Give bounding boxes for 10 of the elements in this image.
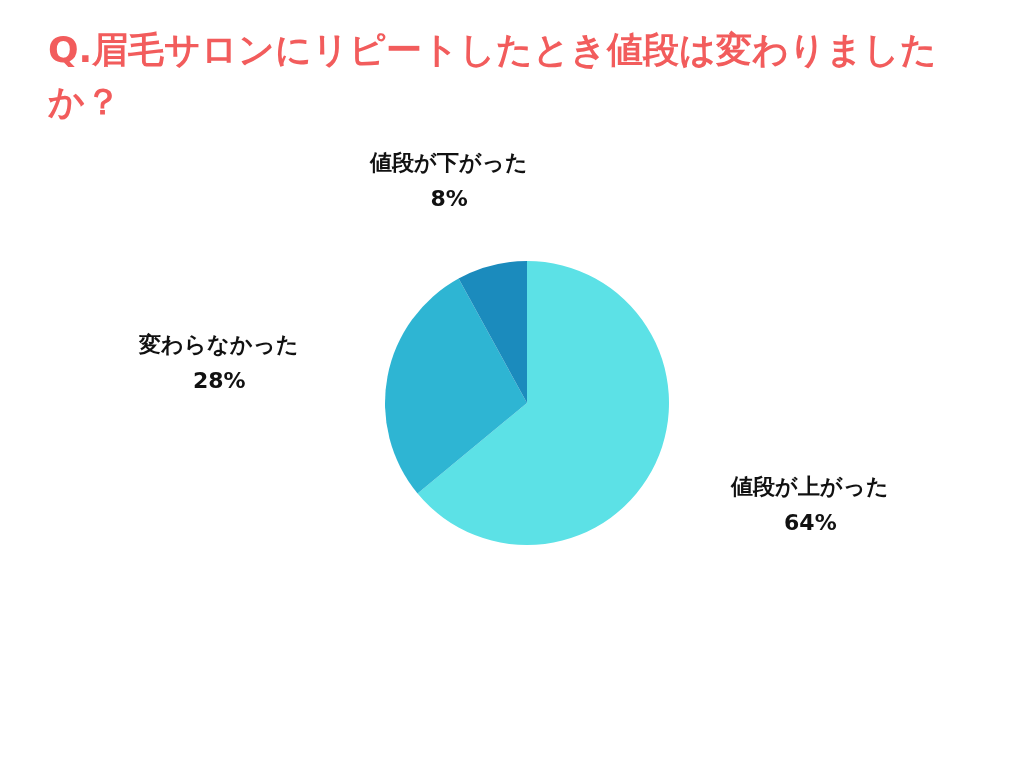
pie-slice xyxy=(458,261,527,403)
data-label: 8% xyxy=(430,186,468,212)
chart-title: Q.眉毛サロンにリピートしたとき値段は変わりましたか？ xyxy=(47,28,939,124)
slice-label: 変わらなかった xyxy=(138,331,300,357)
data-label: 28% xyxy=(193,367,246,393)
data-label: 64% xyxy=(784,509,837,535)
pie-slice xyxy=(417,261,669,545)
slice-label: 値段が下がった xyxy=(369,150,529,176)
slice-label: 値段が上がった xyxy=(730,473,890,499)
pie-slice xyxy=(385,278,527,494)
